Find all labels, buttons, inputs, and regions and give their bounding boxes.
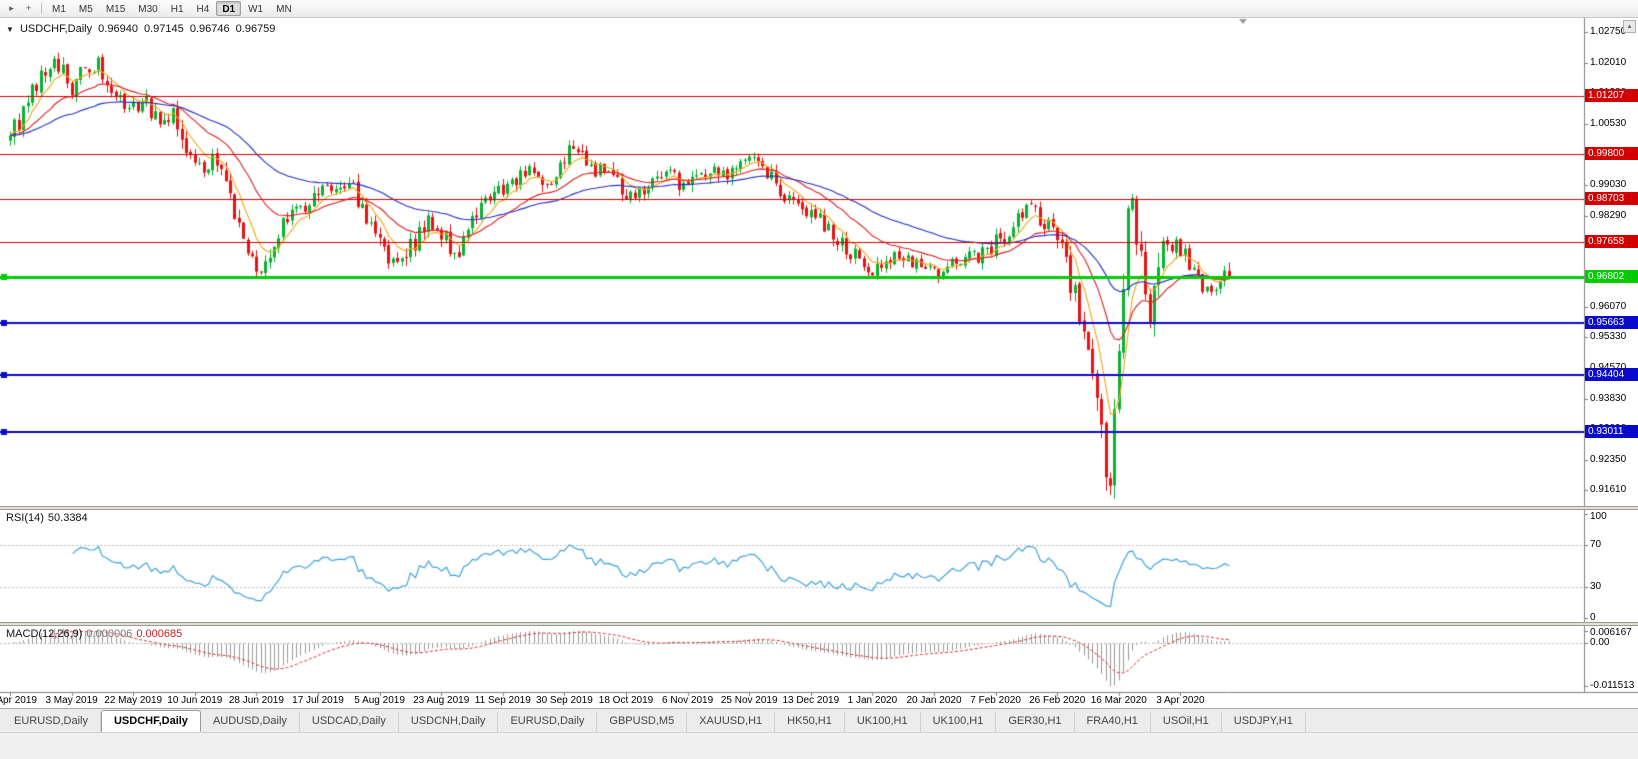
date-axis-label: 28 Jun 2019 <box>228 695 284 706</box>
date-axis-label: 5 Aug 2019 <box>354 695 405 706</box>
price-axis-label: 0.91610 <box>1590 483 1627 495</box>
rsi-axis-label: 100 <box>1590 511 1607 522</box>
chart-tab-usdjpy-h1[interactable]: USDJPY,H1 <box>1222 712 1306 732</box>
chart-tab-usdcad-daily[interactable]: USDCAD,Daily <box>300 712 399 732</box>
chart-tab-bar: EURUSD,Daily USDCHF,Daily AUDUSD,Daily USDC… <box>0 708 1638 732</box>
date-axis-label: 7 Feb 2020 <box>970 695 1021 706</box>
date-axis-label: 1 Jan 2020 <box>847 695 898 706</box>
date-axis-label: 25 Nov 2019 <box>720 695 778 706</box>
price-axis-label: 0.98290 <box>1590 209 1627 221</box>
date-axis-label: 22 May 2019 <box>104 695 163 706</box>
price-axis-label: 0.99030 <box>1590 179 1627 191</box>
date-axis-label: 13 Dec 2019 <box>782 695 840 706</box>
ohlc-close: 0.96759 <box>235 23 276 35</box>
timeframe-button-mn[interactable]: MN <box>276 4 292 15</box>
date-axis-label: 10 Jun 2019 <box>167 695 223 706</box>
price-axis-label: 0.92350 <box>1590 453 1627 465</box>
timeframe-button-d1[interactable]: D1 <box>216 1 242 16</box>
ohlc-low: 0.96746 <box>189 23 230 35</box>
date-axis-label: 6 Nov 2019 <box>662 695 714 706</box>
date-axis-label: 20 Jan 2020 <box>906 695 962 706</box>
timeframe-button-m1[interactable]: M1 <box>52 4 66 15</box>
chart-tab-eurusd-daily[interactable]: EURUSD,Daily <box>2 712 101 732</box>
date-axis-label: 30 Sep 2019 <box>536 695 593 706</box>
chart-area: ▼ USDCHF,Daily 0.96940 0.97145 0.96746 0… <box>0 18 1638 708</box>
chart-tab-fra40-h1[interactable]: FRA40,H1 <box>1075 712 1151 732</box>
cursor-icon[interactable]: ▸ <box>9 3 14 13</box>
status-bar <box>0 732 1638 759</box>
rsi-axis-label: 30 <box>1590 580 1602 592</box>
ohlc-open: 0.96940 <box>98 23 138 35</box>
price-level-badge: 0.94404 <box>1585 368 1638 382</box>
price-level-badge: 1.01207 <box>1585 88 1638 102</box>
macd-axis-label: -0.011513 <box>1590 680 1635 691</box>
chart-tab-usdcnh-daily[interactable]: USDCNH,Daily <box>399 712 499 732</box>
macd-indicator-header: MACD(12,26,9) 0.000006 0.000685 <box>6 628 186 640</box>
date-axis-label: 15 Apr 2019 <box>0 695 37 706</box>
date-axis-label: 18 Oct 2019 <box>598 695 654 706</box>
scroll-up-icon: ▴ <box>1627 23 1632 30</box>
chart-tab-uk100-h1[interactable]: UK100,H1 <box>845 712 921 732</box>
scroll-up-button[interactable]: ▴ <box>1623 20 1636 33</box>
collapse-ohlc-icon[interactable]: ▼ <box>6 25 14 34</box>
timeframe-toolbar: ▸ + M1 M5 M15 M30 H1 H4 D1 W1 MN <box>0 0 1638 18</box>
date-axis-label: 3 Apr 2020 <box>1156 695 1205 706</box>
date-axis-label: 17 Jul 2019 <box>292 695 344 706</box>
rsi-axis-label: 0 <box>1590 612 1596 623</box>
price-axis-label: 1.00530 <box>1590 117 1627 129</box>
macd-signal-value: 0.000685 <box>136 628 183 640</box>
price-level-badge: 0.93011 <box>1585 425 1638 439</box>
pane-separator[interactable] <box>0 622 1638 626</box>
price-level-badge: 0.95663 <box>1585 316 1638 330</box>
pane-separator[interactable] <box>0 506 1638 510</box>
chart-tab-ger30-h1[interactable]: GER30,H1 <box>996 712 1075 732</box>
chart-tab-uk100-h1[interactable]: UK100,H1 <box>921 712 997 732</box>
date-axis-label: 16 Mar 2020 <box>1090 695 1147 706</box>
timeframe-button-w1[interactable]: W1 <box>248 4 264 15</box>
toolbar-separator <box>41 3 42 14</box>
timeframe-button-h4[interactable]: H4 <box>196 4 210 15</box>
chart-tab-usdchf-daily[interactable]: USDCHF,Daily <box>100 710 201 732</box>
chart-tab-eurusd-daily[interactable]: EURUSD,Daily <box>498 712 598 732</box>
timeframe-button-m15[interactable]: M15 <box>105 4 126 15</box>
price-axis-label: 0.93830 <box>1590 392 1627 404</box>
chart-tab-usoil-h1[interactable]: USOil,H1 <box>1151 712 1222 732</box>
date-axis-label: 26 Feb 2020 <box>1029 695 1086 706</box>
macd-axis-label: 0.00 <box>1590 636 1610 648</box>
price-axis-label: 1.02010 <box>1590 56 1627 68</box>
chart-tab-hk50-h1[interactable]: HK50,H1 <box>775 712 845 732</box>
price-level-badge: 0.99800 <box>1585 146 1638 160</box>
rsi-value: 50.3384 <box>47 512 88 524</box>
price-chart-canvas[interactable] <box>0 18 1638 708</box>
price-axis-label: 0.94570 <box>1590 362 1626 373</box>
price-level-badge: 0.97658 <box>1585 234 1638 248</box>
rsi-name: RSI(14) <box>6 512 44 524</box>
price-axis-label: 1.02750 <box>1590 26 1627 38</box>
price-level-badge: 0.98703 <box>1585 191 1638 205</box>
ohlc-high: 0.97145 <box>144 23 184 35</box>
timeframe-button-m30[interactable]: M30 <box>138 4 158 15</box>
rsi-indicator-header: RSI(14) 50.3384 <box>6 512 92 524</box>
rsi-axis-label: 70 <box>1590 539 1602 551</box>
date-axis-label: 23 Aug 2019 <box>413 695 470 706</box>
chart-tab-xauusd-h1[interactable]: XAUUSD,H1 <box>687 712 776 732</box>
date-axis-label: 3 May 2019 <box>45 695 98 706</box>
timeframe-button-m5[interactable]: M5 <box>78 4 93 15</box>
chart-tab-audusd-daily[interactable]: AUDUSD,Daily <box>201 712 300 732</box>
price-axis-label: 0.95330 <box>1590 331 1627 343</box>
chart-ohlc-header: ▼ USDCHF,Daily 0.96940 0.97145 0.96746 0… <box>6 23 278 35</box>
timeframe-button-h1[interactable]: H1 <box>170 4 184 15</box>
crosshair-icon[interactable]: + <box>25 3 32 13</box>
date-axis-label: 11 Sep 2019 <box>474 695 531 706</box>
chart-symbol-period: USDCHF,Daily <box>19 23 93 35</box>
chart-tab-gbpusd-m5[interactable]: GBPUSD,M5 <box>597 712 688 732</box>
price-level-badge: 0.96802 <box>1585 269 1638 283</box>
price-axis-label: 0.96070 <box>1590 300 1627 312</box>
macd-axis-label: 0.006167 <box>1590 627 1632 638</box>
macd-name: MACD(12,26,9) <box>6 628 83 640</box>
macd-main-value: 0.000006 <box>86 628 133 640</box>
